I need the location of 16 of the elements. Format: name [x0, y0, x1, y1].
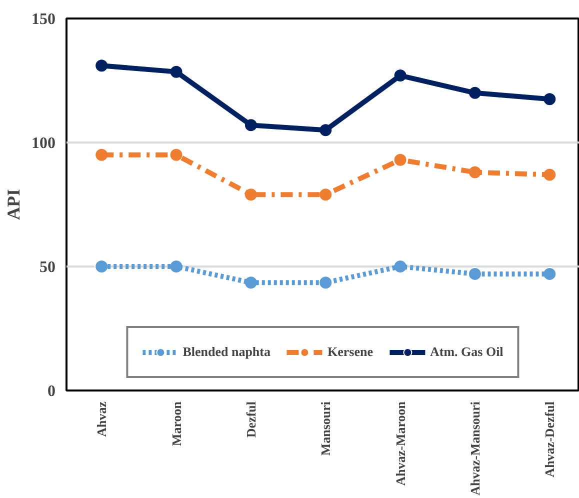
y-tick-label: 150: [32, 11, 56, 28]
x-tick-label: Dezful: [243, 401, 258, 438]
x-tick-label: Mansouri: [318, 401, 334, 456]
y-tick-label: 100: [32, 135, 56, 152]
point: [393, 152, 408, 167]
legend-label: Atm. Gas Oil: [430, 344, 504, 360]
y-tick-label: 50: [40, 259, 56, 276]
y-axis-title: API: [4, 189, 24, 220]
x-tick-label: Ahvaz-Maroon: [392, 400, 408, 486]
x-tick-label: Ahvaz-Dezful: [542, 401, 558, 478]
legend-label: Kersene: [328, 344, 373, 360]
x-tick-label: Ahvaz: [94, 401, 110, 437]
legend-label: Blended naphta: [182, 344, 270, 360]
x-tick-label: Ahvaz-Mansouri: [467, 401, 482, 496]
y-tick-label: 0: [48, 383, 56, 400]
x-tick-label: Maroon: [168, 400, 184, 446]
